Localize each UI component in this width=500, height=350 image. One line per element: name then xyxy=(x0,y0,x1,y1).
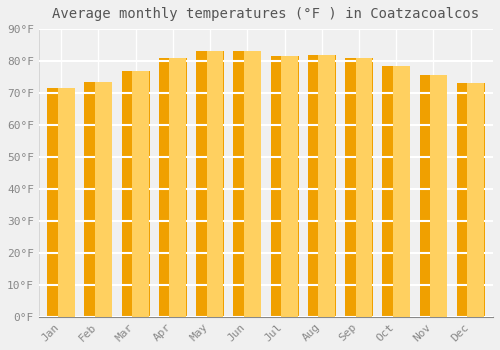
Bar xyxy=(244,51,260,317)
Bar xyxy=(281,56,298,317)
Bar xyxy=(430,75,447,317)
Bar xyxy=(170,58,186,317)
Bar xyxy=(468,83,484,317)
Bar xyxy=(122,71,150,317)
Bar xyxy=(47,88,75,317)
Bar xyxy=(58,88,74,317)
Bar xyxy=(234,51,262,317)
Bar xyxy=(457,83,484,317)
Bar xyxy=(420,75,448,317)
Bar xyxy=(270,56,298,317)
Title: Average monthly temperatures (°F ) in Coatzacoalcos: Average monthly temperatures (°F ) in Co… xyxy=(52,7,480,21)
Bar xyxy=(356,58,372,317)
Bar xyxy=(159,58,187,317)
Bar xyxy=(345,58,373,317)
Bar xyxy=(393,66,409,317)
Bar xyxy=(84,82,112,317)
Bar xyxy=(132,71,149,317)
Bar xyxy=(196,51,224,317)
Bar xyxy=(382,66,410,317)
Bar xyxy=(308,55,336,317)
Bar xyxy=(318,55,335,317)
Bar xyxy=(95,82,112,317)
Bar xyxy=(206,51,224,317)
